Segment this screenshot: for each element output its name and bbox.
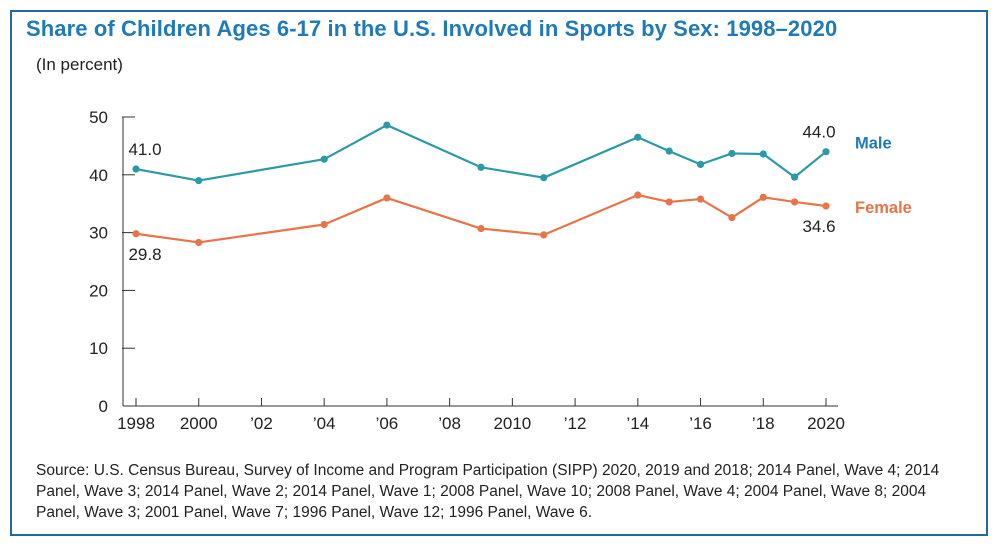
data-point-male (383, 121, 391, 129)
x-tick-label: 1998 (117, 414, 155, 433)
data-point-female (728, 213, 736, 222)
data-point-male (791, 173, 799, 181)
series-line-female (135, 193, 827, 244)
x-tick-label: ’16 (689, 414, 712, 433)
x-tick-label: 2000 (180, 414, 218, 433)
data-point-male (132, 165, 140, 173)
data-point-female (822, 202, 830, 210)
x-tick-label: ’18 (752, 414, 775, 433)
x-tick-label: ’08 (438, 414, 461, 433)
x-tick-label: ’02 (250, 414, 273, 433)
axes: 0 10 20 30 40 50 1998 2000 ’02 ’04 ’06 ’08 2010 ’12 ’1… (89, 108, 845, 433)
chart-title: Share of Children Ages 6-17 in the U.S. … (26, 16, 838, 41)
data-point-female (665, 198, 673, 206)
y-tick-label: 20 (89, 281, 108, 300)
data-point-male (822, 148, 830, 156)
x-tick-label: ’06 (376, 414, 399, 433)
data-point-female (759, 193, 767, 201)
y-tick-label: 50 (89, 108, 108, 127)
data-point-male (696, 160, 705, 168)
data-point-male (540, 174, 548, 182)
data-point-female (696, 195, 705, 203)
chart-subtitle: (In percent) (36, 55, 123, 74)
series-line-male (135, 123, 827, 182)
data-point-female (195, 238, 203, 247)
source-note: Source: U.S. Census Bureau, Survey of In… (36, 462, 940, 521)
x-tick-label: ’14 (626, 414, 649, 433)
data-point-female (477, 224, 485, 233)
y-tick-label: 40 (89, 166, 108, 185)
data-point-male (320, 155, 328, 163)
legend-label-male: Male (855, 135, 892, 153)
series-layer (132, 121, 830, 247)
x-tick-label: 2010 (493, 414, 531, 433)
data-label-female: 29.8 (128, 245, 161, 264)
legend-label-female: Female (855, 199, 912, 217)
data-label-male: 44.0 (802, 123, 835, 142)
x-tick-label: ’04 (313, 414, 336, 433)
y-tick-label: 0 (99, 397, 108, 416)
x-tick-label: 2020 (807, 414, 845, 433)
data-point-male (634, 133, 642, 141)
data-label-male: 41.0 (128, 140, 161, 159)
data-point-female (791, 198, 799, 206)
data-point-male (195, 176, 203, 185)
data-point-female (383, 194, 391, 202)
data-label-female: 34.6 (802, 217, 835, 236)
data-point-male (759, 150, 767, 158)
data-point-male (665, 147, 673, 155)
data-point-female (320, 220, 328, 229)
y-tick-label: 10 (89, 339, 108, 358)
data-point-male (728, 149, 736, 158)
chart-frame (10, 10, 988, 536)
x-tick-label: ’12 (564, 414, 587, 433)
data-point-male (477, 163, 485, 171)
data-point-female (634, 191, 642, 199)
y-tick-label: 30 (89, 224, 108, 243)
data-point-female (132, 230, 140, 238)
data-point-female (540, 231, 548, 239)
labels-layer: 41.0 44.0 Male 29.8 34.6 Female (128, 123, 911, 264)
